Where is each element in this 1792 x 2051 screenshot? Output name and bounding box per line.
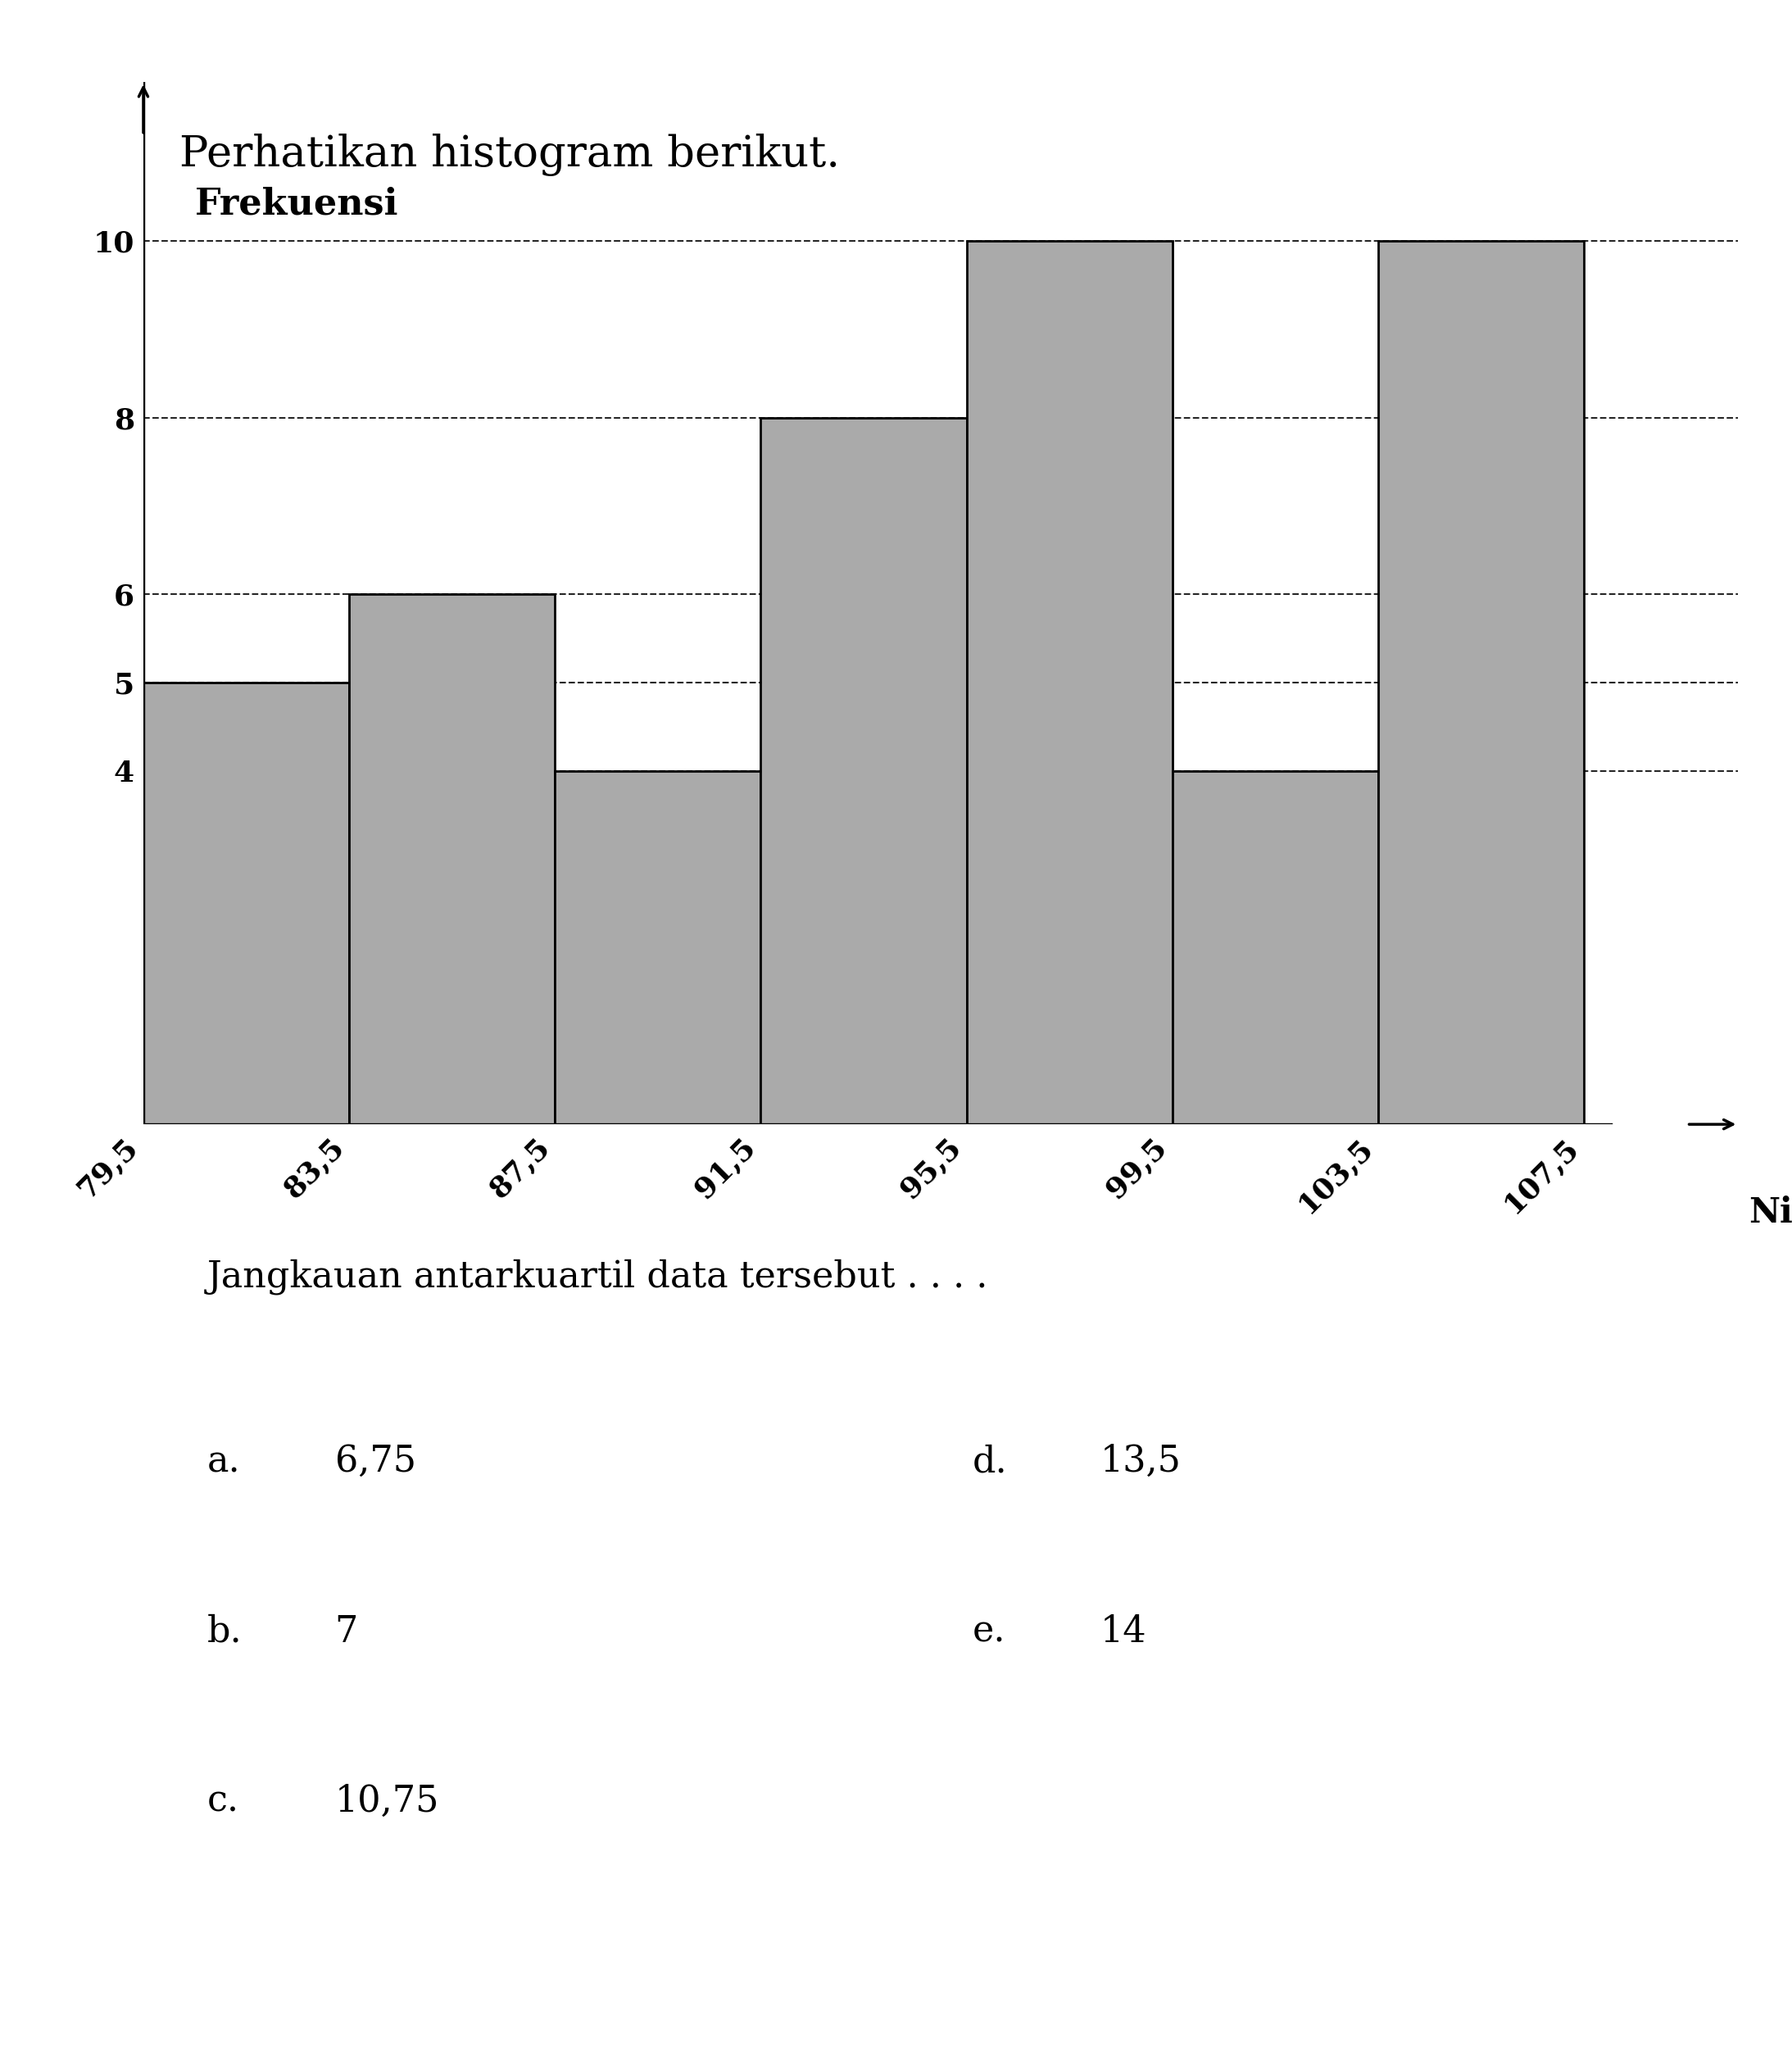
Bar	[143, 683, 349, 1124]
Text: 10,75: 10,75	[335, 1784, 439, 1819]
Text: 6,75: 6,75	[335, 1444, 416, 1479]
Text: 14: 14	[1100, 1614, 1147, 1649]
Text: Nilai: Nilai	[1749, 1196, 1792, 1229]
Bar	[1378, 242, 1584, 1124]
Text: a.: a.	[208, 1444, 240, 1479]
Text: 7: 7	[335, 1614, 358, 1649]
Bar	[556, 771, 762, 1124]
Text: Jangkauan antarkuartil data tersebut . . . .: Jangkauan antarkuartil data tersebut . .…	[208, 1259, 989, 1294]
Bar	[349, 595, 556, 1124]
Text: c.: c.	[208, 1784, 238, 1819]
Text: b.: b.	[208, 1614, 242, 1649]
Text: Frekuensi: Frekuensi	[195, 187, 398, 222]
Text: d.: d.	[973, 1444, 1007, 1479]
Bar	[762, 418, 966, 1124]
Text: Perhatikan histogram berikut.: Perhatikan histogram berikut.	[179, 133, 840, 176]
Bar	[966, 242, 1172, 1124]
Bar	[1172, 771, 1378, 1124]
Text: 13,5: 13,5	[1100, 1444, 1181, 1479]
Text: e.: e.	[973, 1614, 1005, 1649]
